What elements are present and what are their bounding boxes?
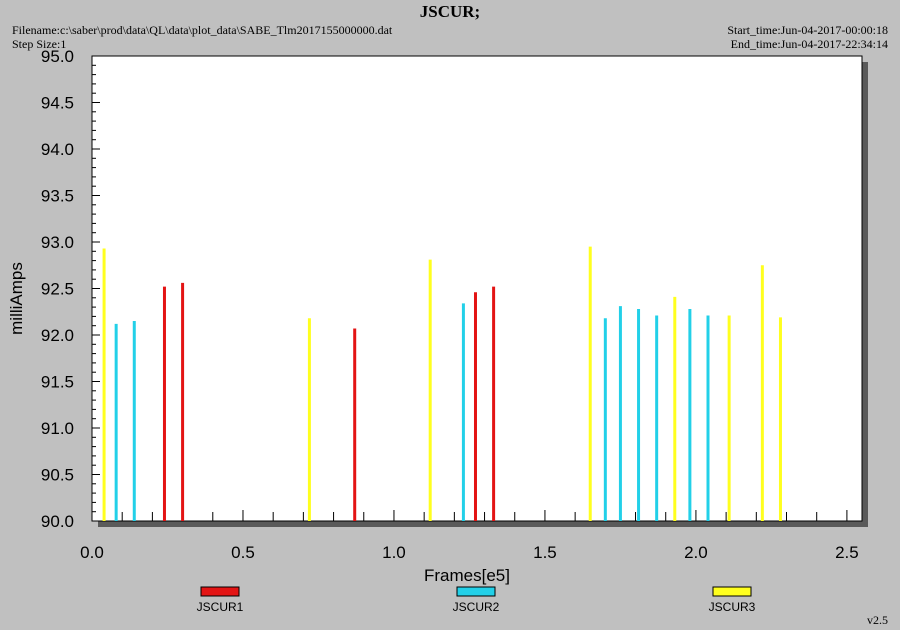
y-tick-label: 93.5 [41,187,74,206]
y-tick-label: 91.5 [41,373,74,392]
y-tick-label: 90.0 [41,512,74,531]
step-size-label: Step Size:1 [12,37,67,51]
start-time-label: Start_time:Jun-04-2017-00:00:18 [727,23,888,37]
y-tick-label: 94.0 [41,140,74,159]
x-tick-label: 2.0 [684,543,708,562]
y-tick-label: 92.5 [41,280,74,299]
x-tick-label: 1.0 [382,543,406,562]
legend-swatch-jscur1 [200,586,240,597]
legend-swatch-jscur3 [712,586,752,597]
legend-label-jscur2: JSCUR2 [453,600,500,614]
y-axis-label: milliAmps [7,262,26,335]
end-time-label: End_time:Jun-04-2017-22:34:14 [730,37,888,51]
x-tick-label: 0.0 [80,543,104,562]
chart-title: JSCUR; [419,2,481,21]
x-axis-label: Frames[e5] [424,566,510,585]
filename-label: Filename:c:\saber\prod\data\QL\data\plot… [12,23,393,37]
x-tick-label: 1.5 [533,543,557,562]
y-tick-label: 94.5 [41,94,74,113]
plot-area [91,55,863,522]
x-tick-label: 2.5 [835,543,859,562]
legend-swatch-jscur2 [456,586,496,597]
y-tick-label: 92.0 [41,326,74,345]
y-tick-label: 95.0 [41,47,74,66]
y-tick-label: 90.5 [41,466,74,485]
y-tick-label: 91.0 [41,419,74,438]
y-tick-label: 93.0 [41,233,74,252]
legend-label-jscur1: JSCUR1 [197,600,244,614]
x-tick-label: 0.5 [231,543,255,562]
legend-label-jscur3: JSCUR3 [709,600,756,614]
version-label: v2.5 [867,613,888,627]
